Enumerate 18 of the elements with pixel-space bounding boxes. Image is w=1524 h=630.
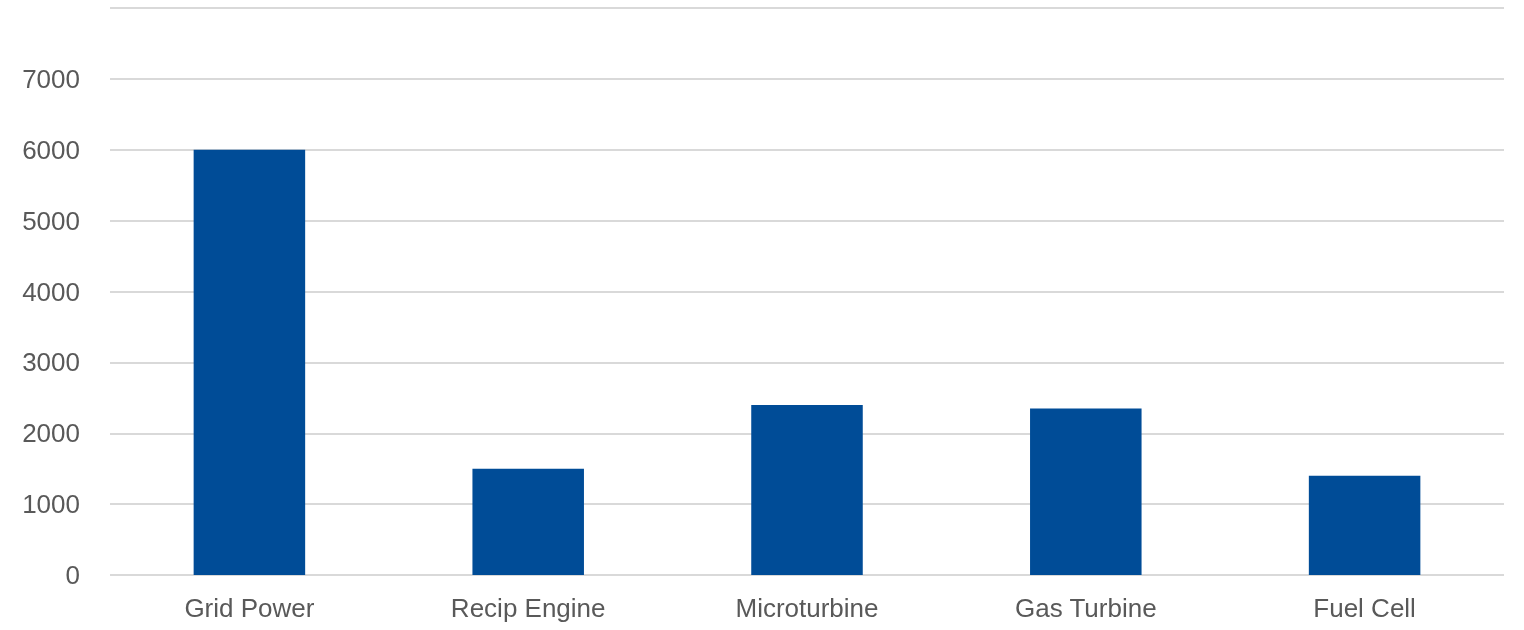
y-tick-label: 1000	[22, 489, 80, 520]
y-tick-label: 3000	[22, 347, 80, 378]
y-tick-label: 6000	[22, 134, 80, 165]
y-tick-label: 7000	[22, 63, 80, 94]
bar	[472, 468, 584, 575]
x-tick-label: Gas Turbine	[1014, 593, 1157, 623]
x-tick-label: Fuel Cell	[1313, 593, 1416, 623]
x-tick-label: Microturbine	[735, 593, 879, 623]
x-tick-label: Grid Power	[184, 593, 315, 623]
y-tick-label: 4000	[22, 276, 80, 307]
x-tick-label: Recip Engine	[450, 593, 606, 623]
y-tick-label: 0	[65, 560, 80, 590]
bar	[1030, 408, 1142, 575]
bar	[751, 404, 863, 575]
y-tick-label: 5000	[22, 205, 80, 236]
bar	[193, 149, 306, 575]
bar	[1308, 475, 1421, 575]
y-tick-label: 2000	[22, 418, 80, 449]
